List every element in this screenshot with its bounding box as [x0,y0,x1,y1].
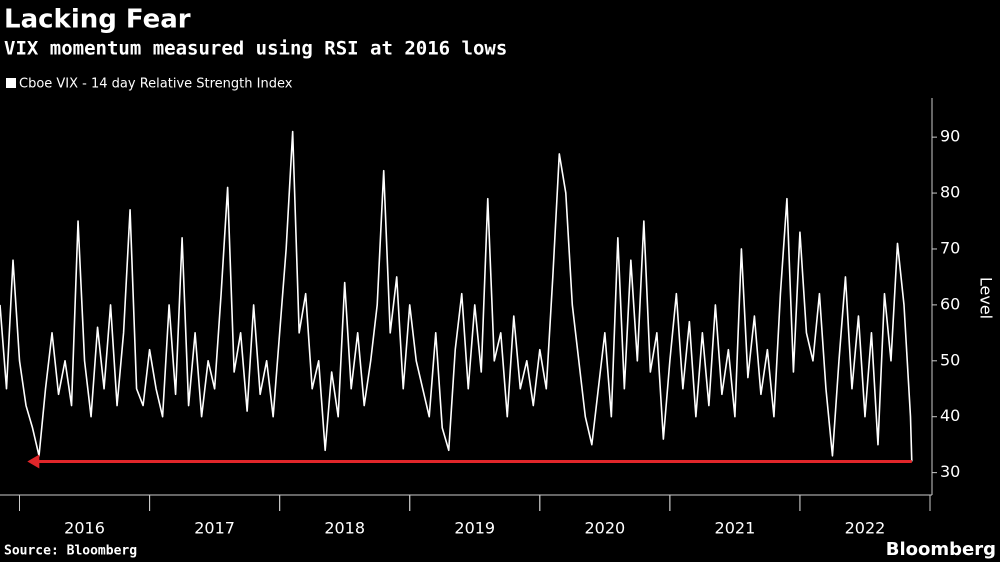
brand: Bloomberg [886,539,996,560]
x-tick-label: 2019 [454,519,495,538]
x-tick-label: 2022 [845,519,886,538]
legend-swatch [6,78,16,88]
x-tick-label: 2021 [715,519,756,538]
y-tick-label: 90 [940,127,960,146]
y-tick-label: 80 [940,183,960,202]
y-axis-label: Level [977,277,996,319]
x-tick-label: 2020 [584,519,625,538]
y-tick-label: 50 [940,350,960,369]
x-tick-label: 2016 [64,519,105,538]
x-tick-label: 2018 [324,519,365,538]
source: Source: Bloomberg [4,544,137,559]
annotation-arrowhead [27,454,40,469]
data-line [0,130,913,462]
y-tick-label: 40 [940,406,960,425]
chart-subtitle: VIX momentum measured using RSI at 2016 … [4,38,507,60]
legend-label: Cboe VIX - 14 day Relative Strength Inde… [19,77,293,92]
y-tick-label: 30 [940,462,960,481]
chart-title: Lacking Fear [4,5,191,35]
y-tick-label: 60 [940,294,960,313]
y-tick-label: 70 [940,238,960,257]
x-tick-label: 2017 [194,519,235,538]
